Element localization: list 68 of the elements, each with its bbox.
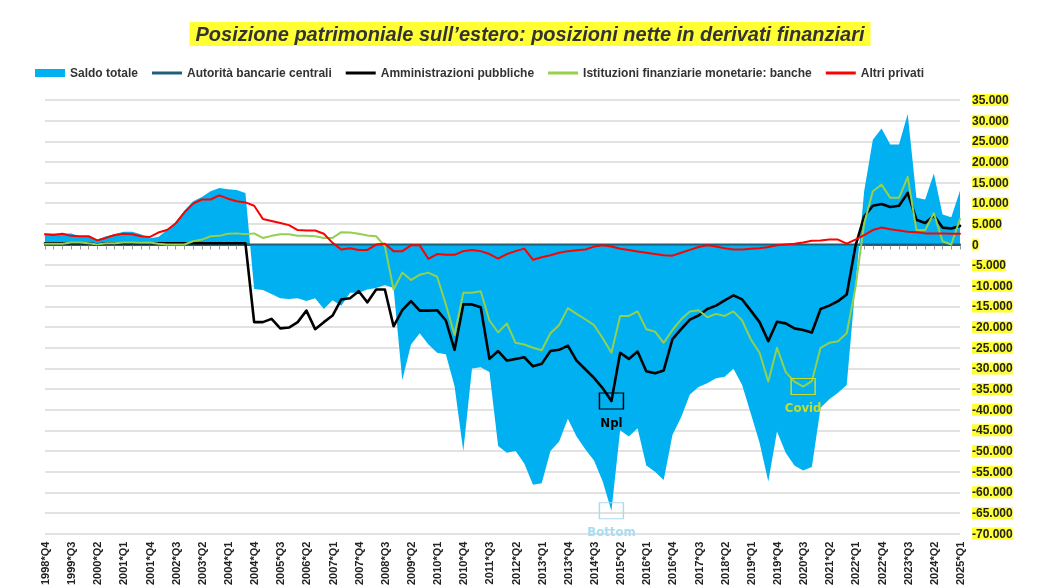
legend-label: Istituzioni finanziarie monetarie: banche [583,66,813,80]
y-tick-label: -15.000 [972,299,1014,314]
y-tick-label: -70.000 [972,526,1014,541]
x-tick-label: 2006*Q2 [300,541,313,586]
x-tick-label: 2019*Q4 [771,540,783,586]
x-tick-label: 2007*Q4 [352,540,365,586]
y-tick-label: -50.000 [972,443,1014,458]
legend-label: Saldo totale [70,66,139,80]
y-tick-label: -40.000 [972,402,1014,417]
x-tick-label: 2001*Q4 [143,540,156,586]
x-tick-label: 2008*Q3 [378,541,391,586]
x-tick-label: 2004*Q4 [248,540,261,586]
y-tick-label: -55.000 [972,464,1014,479]
x-tick-label: 2017*Q3 [692,541,705,586]
y-tick-label: -65.000 [972,505,1014,520]
y-tick-label: -5.000 [972,258,1007,273]
x-tick-label: 2001*Q1 [117,541,130,586]
x-tick-label: 2024*Q2 [927,541,940,586]
x-tick-label: 2003*Q2 [195,541,208,586]
y-tick-label: 25.000 [972,134,1010,149]
x-tick-label: 2002*Q3 [169,541,182,586]
y-tick-label: 5.000 [972,216,1003,231]
x-tick-label: 2010*Q1 [431,541,444,586]
annotation: Bottom [587,524,636,540]
x-tick-label: 2014*Q3 [588,541,600,586]
y-tick-label: 0 [972,237,979,252]
x-tick-label: 2016*Q4 [666,540,679,586]
y-tick-label: 15.000 [972,175,1010,190]
legend-label: Autorità bancarie centrali [187,66,332,80]
y-tick-label: -35.000 [972,382,1014,397]
x-tick-label: 2005*Q3 [274,541,287,586]
y-tick-label: -25.000 [972,340,1014,355]
x-tick-label: 2016*Q1 [640,541,653,586]
y-tick-label: -60.000 [972,485,1014,500]
x-tick-label: 2021*Q2 [823,541,836,586]
chart-title: Posizione patrimoniale sull’estero: posizioni nette in derivati finanziari [195,23,865,45]
x-tick-label: 2011*Q3 [483,541,496,585]
x-tick-label: 2023*Q3 [901,541,914,586]
x-tick-label: 2019*Q1 [744,541,757,586]
y-tick-label: -45.000 [972,423,1014,438]
x-tick-label: 2010*Q4 [457,540,470,586]
x-tick-label: 2004*Q1 [222,541,234,586]
x-tick-label: 1999*Q3 [65,541,78,586]
y-tick-label: -30.000 [972,361,1014,376]
x-tick-label: 2007*Q1 [326,541,339,586]
annotation: Covid [784,400,822,416]
x-tick-label: 2013*Q1 [535,541,548,586]
legend-label: Altri privati [860,66,925,80]
x-tick-label: 2013*Q4 [561,540,574,586]
y-tick-label: 30.000 [972,113,1010,128]
y-tick-label: -10.000 [972,278,1014,293]
line-series [44,194,961,261]
x-tick-label: 2022*Q4 [875,540,888,586]
y-tick-label: 20.000 [972,154,1010,169]
y-tick-label: -20.000 [972,320,1014,335]
x-tick-label: 2012*Q2 [509,541,522,586]
x-tick-label: 2022*Q1 [849,541,862,586]
x-tick-label: 1998*Q4 [39,540,51,586]
y-tick-label: 10.000 [972,196,1010,211]
x-tick-label: 2020*Q3 [797,541,810,586]
x-tick-label: 2025*Q1 [954,541,966,586]
legend-label: Amministrazioni pubbliche [380,66,535,80]
y-tick-label: 35.000 [972,93,1010,107]
x-tick-label: 2018*Q2 [718,541,731,586]
x-tick-label: 2000*Q2 [91,541,104,586]
x-tick-label: 2015*Q2 [614,541,627,586]
annotation: Npl [600,414,623,430]
x-tick-label: 2009*Q2 [405,541,417,586]
